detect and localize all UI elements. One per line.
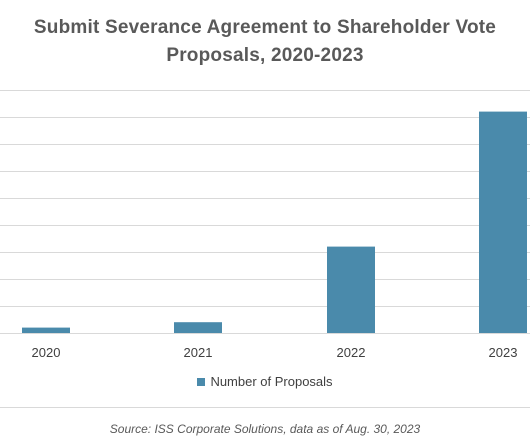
bar-2022 bbox=[327, 246, 375, 333]
x-tick-label-2023: 2023 bbox=[489, 345, 518, 360]
x-axis-tick-labels: 2020 2021 2022 2023 bbox=[32, 345, 518, 360]
chart-title-line-2: Proposals, 2020-2023 bbox=[166, 45, 364, 66]
source-note: Source: ISS Corporate Solutions, data as… bbox=[109, 422, 421, 436]
chart-title-line-1: Submit Severance Agreement to Shareholde… bbox=[33, 17, 497, 38]
divider bbox=[0, 407, 530, 408]
bar-2021 bbox=[174, 322, 222, 333]
bar-2023 bbox=[479, 111, 527, 333]
legend-label: Number of Proposals bbox=[210, 374, 333, 389]
x-tick-label-2021: 2021 bbox=[184, 345, 213, 360]
bars bbox=[22, 111, 527, 333]
bar-2020 bbox=[22, 327, 70, 333]
x-tick-label-2020: 2020 bbox=[32, 345, 61, 360]
legend: Number of Proposals bbox=[0, 374, 530, 389]
chart-title: Submit Severance Agreement to Shareholde… bbox=[0, 14, 530, 70]
bar-chart: 2020 2021 2022 2023 bbox=[0, 90, 530, 360]
gridlines bbox=[0, 90, 530, 334]
legend-swatch bbox=[197, 377, 206, 386]
x-tick-label-2022: 2022 bbox=[337, 345, 366, 360]
